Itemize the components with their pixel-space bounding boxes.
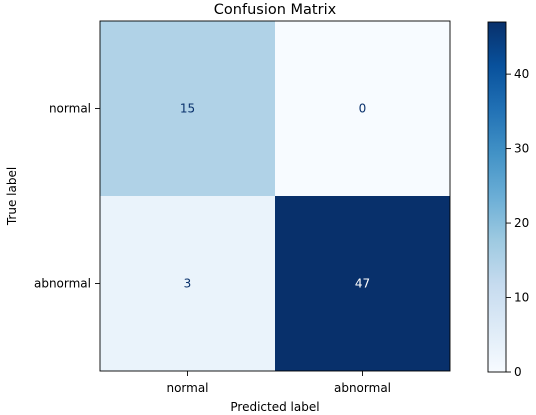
- y-axis-label: True label: [5, 167, 19, 226]
- cell-value-label: 3: [184, 277, 192, 291]
- heatmap-cell: [100, 21, 275, 196]
- colorbar-tick-label: 10: [514, 291, 529, 305]
- x-tick-label: normal: [166, 381, 208, 395]
- chart-title: Confusion Matrix: [214, 2, 337, 18]
- cell-value-label: 0: [359, 102, 367, 116]
- y-tick-label: abnormal: [34, 277, 91, 291]
- colorbar: 0 10 20 30 40: [487, 21, 529, 379]
- colorbar-tick-label: 40: [514, 67, 529, 81]
- heatmap-cells: 15 0 3 47: [100, 21, 450, 371]
- colorbar-tick-label: 20: [514, 216, 529, 230]
- x-tick-label: abnormal: [334, 381, 391, 395]
- heatmap-cell: [275, 196, 450, 371]
- heatmap-cell: [275, 21, 450, 196]
- x-axis-ticks: normal abnormal: [166, 371, 391, 395]
- colorbar-ticks: 0 10 20 30 40: [506, 67, 529, 379]
- colorbar-gradient: [487, 21, 507, 373]
- cell-value-label: 47: [355, 277, 370, 291]
- cell-value-label: 15: [180, 102, 195, 116]
- y-axis-ticks: normal abnormal: [34, 102, 100, 291]
- heatmap-cell: [100, 196, 275, 371]
- x-axis-label: Predicted label: [230, 400, 319, 414]
- colorbar-tick-label: 30: [514, 142, 529, 156]
- plot-frame: [99, 20, 451, 372]
- colorbar-tick-label: 0: [514, 365, 522, 379]
- y-tick-label: normal: [49, 102, 91, 116]
